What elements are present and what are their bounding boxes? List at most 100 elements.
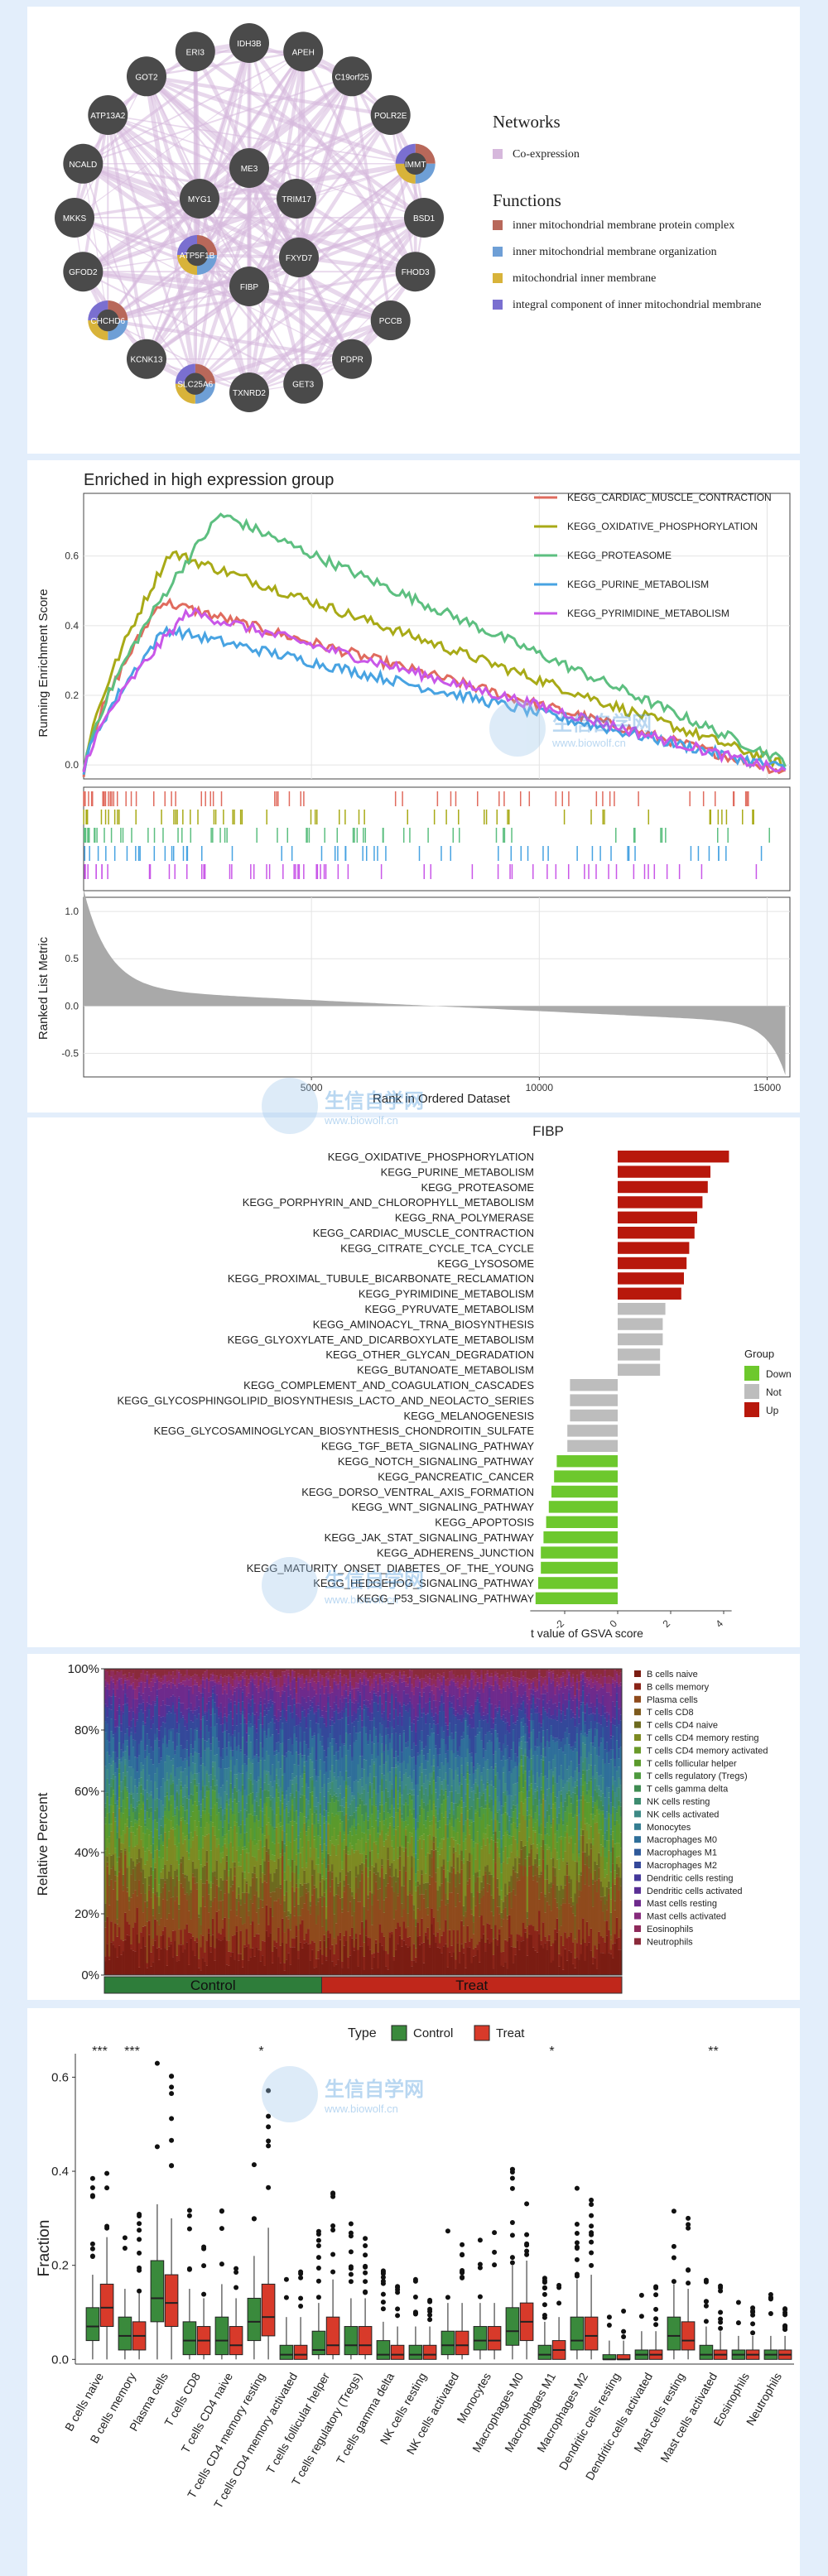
- stack-segment: [323, 1774, 326, 1785]
- stack-segment: [132, 1673, 135, 1683]
- stack-segment: [137, 1686, 141, 1693]
- stack-segment: [315, 1760, 318, 1776]
- stack-segment: [404, 1802, 407, 1821]
- stack-segment: [167, 1937, 171, 1947]
- stack-segment: [482, 1838, 485, 1876]
- stack-segment: [245, 1946, 248, 1975]
- stack-segment: [287, 1919, 290, 1930]
- stack-segment: [150, 1853, 152, 1867]
- stack-segment: [397, 1847, 400, 1859]
- stack-segment: [448, 1809, 451, 1814]
- stack-segment: [455, 1819, 457, 1833]
- stack-segment: [431, 1690, 433, 1709]
- stack-segment: [299, 1838, 302, 1853]
- stack-segment: [339, 1771, 342, 1786]
- stack-segment: [130, 1826, 132, 1833]
- stack-segment: [118, 1706, 121, 1716]
- stack-segment: [319, 1873, 322, 1882]
- stack-segment: [273, 1827, 277, 1830]
- stack-segment: [394, 1669, 397, 1676]
- stack-segment: [388, 1771, 392, 1782]
- stack-segment: [142, 1721, 145, 1726]
- gsva-bar: [618, 1287, 681, 1300]
- stack-segment: [411, 1691, 413, 1704]
- stack-segment: [388, 1742, 392, 1772]
- stack-segment: [327, 1853, 330, 1865]
- stack-segment: [361, 1814, 363, 1833]
- stack-segment: [418, 1669, 421, 1680]
- stack-segment: [428, 1723, 431, 1737]
- stack-segment: [120, 1939, 123, 1955]
- legend-label: inner mitochondrial membrane protein com…: [513, 219, 734, 232]
- network-nodes: IDH3BAPEHC19orf25POLR2EIMMTBSD1FHOD3PCCB…: [55, 23, 444, 412]
- stack-segment: [170, 1864, 173, 1877]
- stack-segment: [271, 1826, 274, 1843]
- stack-segment: [367, 1816, 370, 1821]
- stack-segment: [422, 1942, 426, 1963]
- legend-label: KEGG_OXIDATIVE_PHOSPHORYLATION: [567, 521, 758, 532]
- stack-segment: [279, 1687, 282, 1697]
- stack-segment: [333, 1681, 336, 1703]
- stack-segment: [341, 1685, 344, 1696]
- stack-segment: [255, 1712, 258, 1729]
- stack-segment: [401, 1752, 403, 1763]
- network-edge: [106, 113, 354, 361]
- stack-segment: [229, 1689, 233, 1700]
- stack-segment: [200, 1790, 203, 1805]
- stack-segment: [371, 1754, 373, 1760]
- stack-segment: [116, 1726, 119, 1728]
- stack-segment: [317, 1733, 320, 1777]
- stack-segment: [200, 1719, 203, 1730]
- stack-segment: [484, 1874, 487, 1943]
- stack-segment: [176, 1678, 179, 1689]
- stack-segment: [357, 1805, 359, 1808]
- stack-segment: [480, 1675, 484, 1684]
- stack-segment: [335, 1743, 338, 1752]
- stack-segment: [197, 1669, 200, 1677]
- stack-segment: [176, 1824, 179, 1847]
- stack-segment: [418, 1836, 421, 1839]
- stack-segment: [368, 1938, 372, 1950]
- stack-segment: [331, 1678, 334, 1689]
- network-edge: [144, 75, 200, 256]
- stack-segment: [160, 1726, 163, 1758]
- legend-swatch: [493, 149, 503, 159]
- stack-segment: [452, 1826, 455, 1831]
- stack-segment: [134, 1835, 137, 1847]
- stack-segment: [248, 1944, 250, 1961]
- stack-segment: [315, 1924, 318, 1959]
- stack-segment: [114, 1881, 117, 1924]
- stack-segment: [364, 1833, 368, 1843]
- stack-segment: [398, 1704, 402, 1713]
- stack-segment: [480, 1772, 484, 1776]
- stack-segment: [177, 1698, 181, 1703]
- stack-segment: [357, 1781, 359, 1793]
- stack-segment: [263, 1814, 267, 1836]
- stack-segment: [283, 1853, 286, 1872]
- stack-segment: [134, 1779, 137, 1786]
- stack-segment: [281, 1830, 284, 1841]
- stack-segment: [200, 1907, 203, 1925]
- stack-segment: [231, 1757, 234, 1789]
- stack-segment: [337, 1759, 339, 1777]
- stack-segment: [221, 1928, 224, 1940]
- legend-label: KEGG_PYRIMIDINE_METABOLISM: [567, 608, 729, 619]
- stack-segment: [311, 1824, 314, 1861]
- stack-segment: [191, 1950, 195, 1975]
- stack-segment: [108, 1695, 111, 1698]
- stack-segment: [404, 1772, 407, 1785]
- stack-segment: [426, 1780, 430, 1796]
- stack-segment: [344, 1788, 348, 1803]
- stack-segment: [456, 1775, 460, 1794]
- stack-segment: [218, 1829, 220, 1838]
- network-node: APEH: [283, 31, 324, 72]
- stack-segment: [275, 1827, 278, 1869]
- stack-segment: [392, 1757, 396, 1768]
- stack-segment: [106, 1856, 109, 1862]
- gsva-category-label: KEGG_TGF_BETA_SIGNALING_PATHWAY: [321, 1440, 534, 1453]
- stack-segment: [374, 1702, 378, 1729]
- stack-segment: [208, 1883, 210, 1895]
- stack-segment: [150, 1966, 152, 1975]
- stack-segment: [347, 1750, 349, 1778]
- stack-segment: [377, 1838, 380, 1854]
